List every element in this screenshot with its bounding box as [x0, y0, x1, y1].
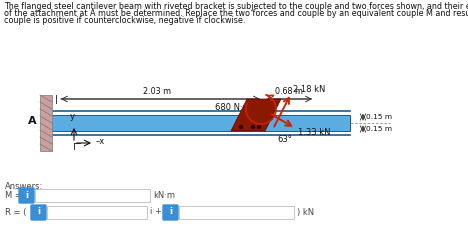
Text: of the attachment at A must be determined. Replace the two forces and couple by : of the attachment at A must be determine…	[4, 9, 468, 18]
Bar	[47, 206, 147, 219]
Text: 1.33 kN: 1.33 kN	[298, 128, 330, 137]
Text: i: i	[37, 207, 40, 217]
Text: A: A	[28, 116, 37, 126]
Text: 2.18 kN: 2.18 kN	[293, 85, 326, 94]
Text: 0.15 m: 0.15 m	[366, 126, 392, 132]
Text: y: y	[70, 112, 74, 121]
Bar	[179, 206, 294, 219]
Bar	[40, 95, 52, 151]
Circle shape	[257, 125, 261, 129]
Text: 7: 7	[274, 98, 280, 108]
Text: Answers:: Answers:	[5, 182, 43, 191]
Text: kN·m: kN·m	[153, 190, 175, 200]
Text: i +: i +	[150, 207, 162, 217]
Text: couple is positive if counterclockwise, negative if clockwise.: couple is positive if counterclockwise, …	[4, 16, 245, 25]
Text: R = (: R = (	[5, 207, 26, 217]
Text: 2.03 m: 2.03 m	[143, 87, 171, 96]
Text: ) kN: ) kN	[297, 207, 314, 217]
Text: i: i	[169, 207, 172, 217]
Bar	[52, 115, 350, 131]
Text: 4: 4	[268, 110, 274, 120]
Text: –x: –x	[96, 136, 105, 146]
Circle shape	[251, 125, 255, 129]
Text: 63°: 63°	[277, 135, 292, 143]
FancyBboxPatch shape	[19, 188, 34, 203]
Text: i: i	[25, 190, 28, 200]
Text: M =: M =	[5, 190, 22, 200]
Text: 680 N·m: 680 N·m	[215, 103, 251, 112]
Bar	[35, 189, 150, 202]
Text: The flanged steel cantilever beam with riveted bracket is subjected to the coupl: The flanged steel cantilever beam with r…	[4, 2, 468, 11]
FancyBboxPatch shape	[31, 205, 46, 220]
Text: 0.15 m: 0.15 m	[366, 114, 392, 120]
Circle shape	[240, 125, 242, 129]
Text: 0.68 m: 0.68 m	[275, 87, 303, 96]
Polygon shape	[231, 99, 281, 131]
FancyBboxPatch shape	[163, 205, 178, 220]
